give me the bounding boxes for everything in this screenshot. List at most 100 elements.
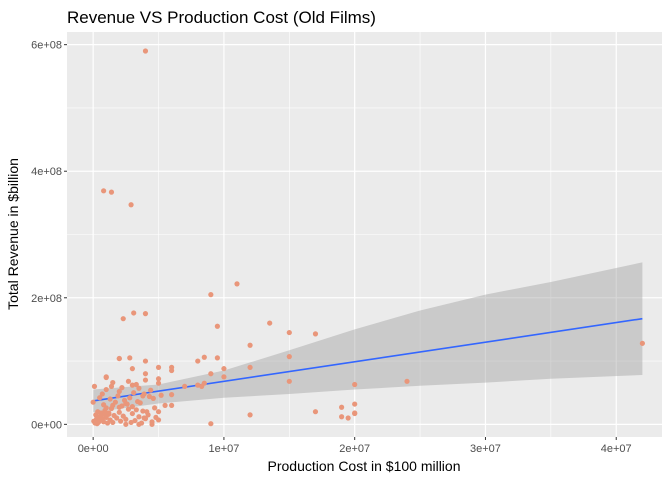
data-point-81 — [133, 381, 139, 388]
data-point-45 — [112, 399, 118, 405]
data-point-120 — [195, 382, 201, 388]
data-point-129 — [116, 355, 122, 362]
data-point-95 — [155, 409, 162, 415]
data-point-37 — [155, 417, 162, 423]
data-point-127 — [142, 311, 149, 317]
data-point-46 — [119, 403, 125, 409]
data-point-80 — [119, 385, 125, 391]
data-point-87 — [155, 364, 162, 370]
data-point-110 — [404, 378, 410, 384]
data-point-21 — [114, 415, 120, 421]
data-point-115 — [214, 323, 220, 329]
data-point-54 — [98, 412, 104, 419]
x-tick-label-1: 1e+07 — [208, 443, 239, 455]
data-point-25 — [123, 416, 129, 422]
data-point-74 — [155, 380, 162, 386]
data-point-28 — [129, 410, 135, 417]
data-point-67 — [103, 386, 109, 393]
data-point-112 — [247, 412, 253, 418]
data-point-52 — [162, 402, 168, 408]
data-point-65 — [158, 392, 164, 398]
data-point-124 — [108, 189, 115, 195]
data-point-66 — [169, 392, 175, 398]
data-point-119 — [201, 354, 207, 360]
data-point-126 — [131, 310, 137, 316]
grid-lines — [67, 32, 662, 437]
data-point-101 — [214, 355, 220, 361]
data-point-96 — [169, 402, 175, 408]
data-point-90 — [142, 358, 149, 364]
data-point-57 — [115, 393, 121, 399]
x-tick-label-4: 4e+07 — [601, 443, 632, 455]
data-point-53 — [94, 415, 100, 421]
y-tick-label-1: 2e+08 — [31, 293, 62, 305]
data-point-32 — [140, 408, 146, 414]
data-point-43 — [103, 405, 109, 411]
data-point-103 — [247, 342, 253, 348]
data-point-134 — [339, 404, 345, 410]
data-point-92 — [136, 421, 142, 427]
data-point-106 — [286, 378, 292, 384]
data-point-70 — [125, 378, 132, 384]
data-point-23 — [118, 418, 124, 424]
data-point-64 — [150, 395, 156, 401]
data-point-26 — [125, 406, 132, 412]
data-point-73 — [142, 377, 149, 383]
data-point-132 — [141, 415, 147, 421]
data-point-58 — [121, 397, 128, 403]
data-point-79 — [110, 379, 116, 386]
data-point-125 — [128, 202, 134, 208]
y-tick-label-2: 4e+08 — [31, 166, 62, 178]
data-point-97 — [182, 383, 188, 389]
data-point-48 — [133, 407, 139, 413]
data-point-118 — [208, 371, 214, 377]
y-tick-label-3: 6e+08 — [31, 40, 62, 52]
data-point-128 — [120, 316, 126, 322]
data-point-131 — [140, 393, 146, 399]
data-point-69 — [116, 388, 122, 395]
data-point-44 — [106, 410, 112, 416]
data-point-63 — [146, 393, 152, 400]
data-point-55 — [102, 411, 108, 417]
data-point-75 — [155, 376, 162, 382]
data-point-114 — [221, 374, 227, 380]
confidence-band-layer — [93, 262, 643, 413]
data-point-41 — [129, 404, 135, 410]
data-point-51 — [152, 405, 158, 411]
data-point-12 — [101, 419, 107, 425]
data-point-29 — [132, 417, 138, 424]
x-axis-label: Production Cost in $100 million — [268, 458, 461, 474]
chart-title: Revenue VS Production Cost (Old Films) — [67, 8, 376, 27]
data-point-78 — [99, 391, 105, 397]
data-point-61 — [135, 398, 141, 405]
confidence-band — [93, 262, 643, 413]
data-point-100 — [208, 421, 214, 427]
y-tick-label-0: 0e+00 — [31, 419, 62, 431]
data-point-111 — [286, 354, 292, 360]
data-point-72 — [136, 385, 142, 391]
data-point-104 — [267, 320, 273, 326]
data-point-82 — [148, 387, 154, 393]
data-point-135 — [345, 415, 351, 421]
data-point-30 — [136, 414, 142, 420]
data-point-137 — [339, 414, 345, 420]
data-point-19 — [110, 419, 116, 426]
axis-ticks-layer: 0e+00 1e+07 2e+07 3e+07 4e+07 0e+00 2e+08 4e+08… — [31, 40, 632, 455]
data-point-105 — [286, 329, 292, 336]
data-point-116 — [208, 292, 214, 298]
data-point-60 — [131, 390, 137, 396]
data-point-22 — [116, 409, 122, 415]
data-point-84 — [129, 366, 135, 372]
y-axis-label: Total Revenue in $billion — [5, 158, 21, 310]
data-point-89 — [127, 355, 133, 361]
data-point-0 — [90, 399, 96, 405]
data-point-138 — [352, 410, 358, 417]
data-point-85 — [142, 371, 149, 377]
x-tick-label-2: 2e+07 — [339, 443, 370, 455]
data-point-56 — [107, 396, 113, 402]
data-point-47 — [124, 401, 130, 407]
data-point-59 — [127, 395, 133, 401]
data-point-122 — [142, 48, 149, 54]
data-point-76 — [91, 383, 98, 389]
data-point-109 — [352, 401, 358, 407]
